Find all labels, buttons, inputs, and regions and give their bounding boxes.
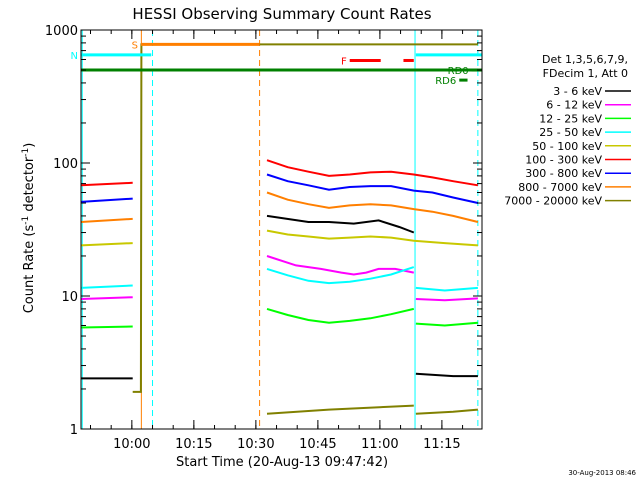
series-1-segment-0 — [80, 296, 133, 300]
series-1-segment-2 — [415, 297, 478, 302]
legend-label-7: 800 - 7000 keV — [518, 181, 602, 194]
series-7-segment-0 — [80, 217, 133, 223]
series-5-segment-1 — [266, 159, 479, 187]
legend-label-5: 100 - 300 keV — [525, 154, 602, 167]
y-axis-label-part2: detector — [22, 156, 37, 216]
x-tick-label-1: 10:15 — [175, 437, 212, 452]
legend-label-2: 12 - 25 keV — [539, 112, 602, 125]
series-2-segment-2 — [415, 321, 478, 327]
series-2-segment-0 — [80, 325, 133, 329]
series-6-segment-1 — [266, 173, 479, 204]
flag-label-7: RD6 — [435, 76, 456, 87]
legend-label-8: 7000 - 20000 keV — [504, 195, 602, 208]
x-axis-label: Start Time (20-Aug-13 09:47:42) — [176, 455, 388, 470]
series-2-segment-1 — [266, 307, 415, 324]
y-tick-label-0: 1 — [70, 423, 78, 438]
y-axis-label-sup1: -1 — [21, 216, 31, 225]
legend-label-0: 3 - 6 keV — [553, 85, 602, 98]
legend: Det 1,3,5,6,7,9, FDecim 1, Att 0 3 - 6 k… — [504, 53, 631, 208]
series-8-segment-1 — [266, 404, 414, 415]
chart-title: HESSI Observing Summary Count Rates — [132, 5, 431, 23]
series-4-segment-0 — [80, 242, 133, 247]
series-0-segment-2 — [415, 372, 478, 378]
flag-label-1: N — [71, 51, 78, 62]
legend-label-6: 300 - 800 keV — [525, 167, 602, 180]
series-1-segment-1 — [266, 255, 414, 276]
y-axis-label-part1: Count Rate (s — [22, 225, 37, 314]
series-3-segment-1 — [266, 266, 415, 285]
series-7-segment-1 — [266, 191, 479, 223]
x-tick-label-0: 10:00 — [113, 437, 150, 452]
series-0-segment-1 — [266, 214, 415, 234]
flag-label-0: S — [132, 40, 138, 51]
series-8-segment-0 — [132, 43, 478, 393]
y-axis-label: Count Rate (s-1 detector-1) — [21, 143, 37, 314]
plot-layer: S N RD0 F RD6 — [71, 30, 482, 429]
series-6-segment-0 — [80, 197, 133, 203]
legend-label-1: 6 - 12 keV — [546, 99, 602, 112]
legend-label-3: 25 - 50 keV — [539, 126, 602, 139]
x-tick-label-3: 10:45 — [299, 437, 336, 452]
y-tick-label-1: 10 — [61, 290, 78, 305]
y-tick-label-3: 1000 — [45, 24, 78, 39]
x-tick-label-2: 10:30 — [237, 437, 274, 452]
y-axis-label-sup2: -1 — [21, 148, 31, 157]
y-axis-label-part3: ) — [22, 143, 37, 148]
x-tick-label-5: 11:15 — [423, 437, 460, 452]
plot-frame — [80, 29, 483, 430]
series-5-segment-0 — [80, 181, 133, 187]
series-4-segment-1 — [266, 229, 478, 247]
y-tick-label-2: 100 — [53, 157, 78, 172]
series-8-segment-2 — [415, 408, 478, 415]
timestamp: 30-Aug-2013 08:46 — [568, 469, 636, 477]
legend-header-line-2: FDecim 1, Att 0 — [543, 67, 628, 80]
y-axis: 1 10 100 1000 — [45, 24, 482, 438]
flag-label-5: F — [341, 56, 347, 67]
legend-label-4: 50 - 100 keV — [532, 140, 602, 153]
x-tick-label-4: 11:00 — [361, 437, 398, 452]
flag-label-4: RD0 — [448, 66, 469, 77]
series-3-segment-2 — [415, 286, 478, 292]
x-axis: 10:00 10:15 10:30 10:45 11:00 11:15 — [90, 30, 464, 452]
legend-header-line-1: Det 1,3,5,6,7,9, — [542, 53, 628, 66]
series-3-segment-0 — [80, 284, 133, 289]
